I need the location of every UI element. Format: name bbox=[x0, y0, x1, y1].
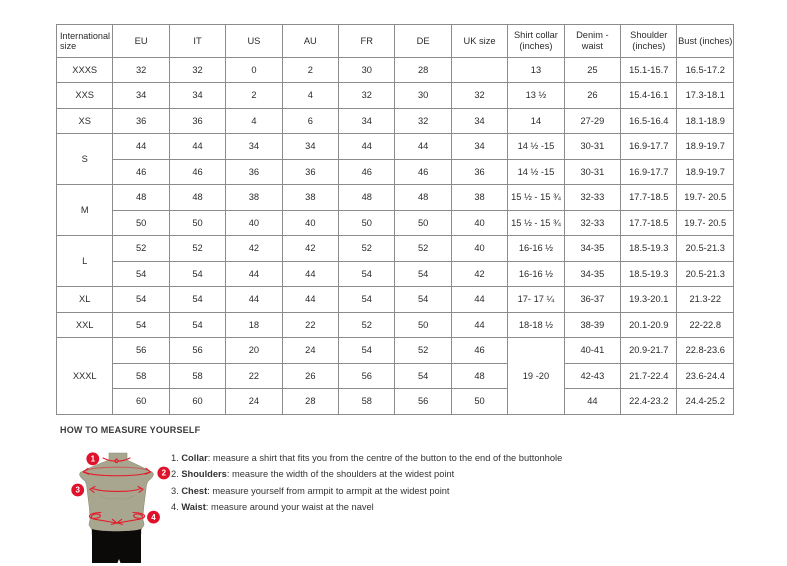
svg-text:4: 4 bbox=[151, 513, 156, 522]
svg-text:2: 2 bbox=[162, 469, 167, 478]
svg-text:1: 1 bbox=[91, 455, 96, 464]
svg-text:3: 3 bbox=[75, 486, 80, 495]
